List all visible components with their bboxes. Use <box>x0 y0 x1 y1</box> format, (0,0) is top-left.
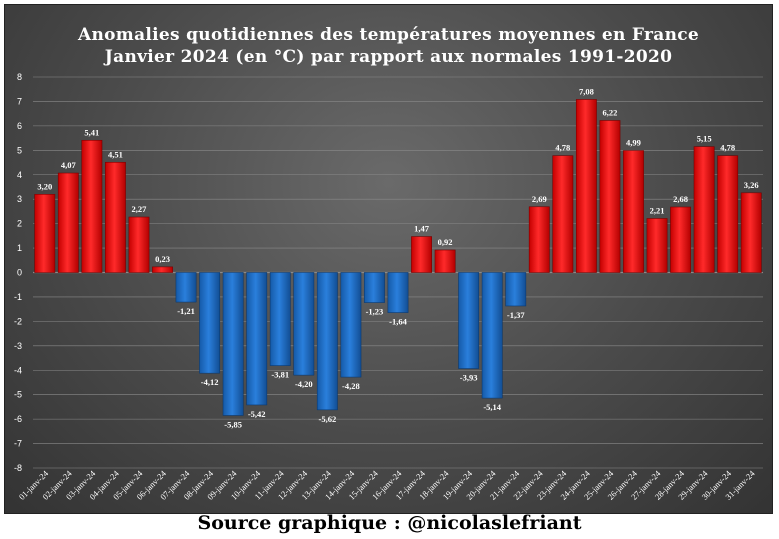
y-tick-label: 8 <box>17 72 22 82</box>
bar <box>246 272 268 406</box>
y-tick-label: 1 <box>17 243 22 253</box>
bar <box>57 172 79 273</box>
y-tick-label: 4 <box>17 170 22 180</box>
data-label: -1,37 <box>507 310 525 320</box>
y-tick-label: -7 <box>14 439 22 449</box>
y-tick-label: -8 <box>14 463 22 473</box>
bars <box>34 99 762 416</box>
chart-subtitle: Janvier 2024 (en °C) par rapport aux nor… <box>104 47 673 67</box>
data-label: 2,21 <box>650 205 665 215</box>
data-label: -1,23 <box>366 307 384 317</box>
bar <box>222 272 244 416</box>
bar <box>364 272 385 303</box>
chart-title: Anomalies quotidiennes des températures … <box>78 25 699 45</box>
data-label: -4,20 <box>295 379 313 389</box>
y-tick-label: -6 <box>14 414 22 424</box>
bar <box>387 272 409 313</box>
bar <box>693 146 715 273</box>
bar <box>575 99 597 273</box>
data-label: 4,78 <box>555 143 570 153</box>
data-label: -4,12 <box>201 377 219 387</box>
y-tick-label: 6 <box>17 121 22 131</box>
data-label: 0,23 <box>155 254 170 264</box>
data-label: -5,14 <box>483 402 501 412</box>
bar <box>199 272 221 374</box>
bar <box>104 161 126 273</box>
bar <box>505 272 527 307</box>
data-label: 2,69 <box>532 194 547 204</box>
data-label: 3,26 <box>744 180 759 190</box>
bar <box>528 206 550 273</box>
bar <box>81 139 103 273</box>
y-tick-label: 5 <box>17 145 22 155</box>
data-label: -1,64 <box>389 317 407 327</box>
data-label: -5,42 <box>248 409 266 419</box>
bar <box>411 236 432 273</box>
data-label: 4,99 <box>626 138 641 148</box>
bar <box>175 272 197 303</box>
bar <box>646 218 668 273</box>
data-label: 3,20 <box>37 181 52 191</box>
bar <box>34 194 56 273</box>
bar-chart: 8 7 6 5 4 3 2 1 0 -1 -2 -3 -4 -5 -6 -7 -8 3,20 4,07 5,41 4,… <box>14 72 763 502</box>
y-tick-label: -2 <box>14 316 22 326</box>
data-label: -1,21 <box>177 306 195 316</box>
chart-frame: Anomalies quotidiennes des températures … <box>4 4 773 514</box>
bar <box>623 150 644 273</box>
data-label: 4,51 <box>108 149 123 159</box>
y-tick-label: -5 <box>14 390 22 400</box>
x-axis: 01-janv-2402-janv-2403-janv-2404-janv-24… <box>17 468 757 502</box>
bar <box>293 272 315 376</box>
y-tick-label: -3 <box>14 341 22 351</box>
y-tick-label: 0 <box>17 268 22 278</box>
bar <box>128 216 150 273</box>
y-tick-label: 2 <box>17 219 22 229</box>
bar <box>458 272 480 369</box>
data-label: 1,47 <box>414 224 430 234</box>
source-credit: Source graphique : @nicolaslefriant <box>197 512 582 534</box>
bar <box>670 206 692 273</box>
y-axis: 8 7 6 5 4 3 2 1 0 -1 -2 -3 -4 -5 -6 -7 -8 <box>14 72 22 473</box>
bar <box>316 272 338 411</box>
data-label: -3,93 <box>460 373 478 383</box>
y-tick-label: -4 <box>14 365 22 375</box>
bar <box>269 272 291 366</box>
bar <box>552 155 574 273</box>
bar <box>340 272 362 378</box>
data-label: -4,28 <box>342 381 360 391</box>
data-label: 6,22 <box>602 107 617 117</box>
data-label: 0,92 <box>438 237 453 247</box>
data-label: 4,78 <box>720 143 735 153</box>
data-label: -3,81 <box>271 370 289 380</box>
data-label: -5,62 <box>318 414 336 424</box>
data-label: 2,68 <box>673 194 688 204</box>
data-label: 5,15 <box>697 134 712 144</box>
bar <box>740 192 762 273</box>
y-tick-label: 7 <box>17 96 22 106</box>
y-tick-label: 3 <box>17 194 22 204</box>
data-label: 7,08 <box>579 86 594 96</box>
bar <box>717 155 739 273</box>
data-label: 2,27 <box>132 204 148 214</box>
data-label: 5,41 <box>84 127 99 137</box>
bar <box>434 249 456 273</box>
bar <box>481 272 503 399</box>
bar <box>599 120 621 273</box>
data-label: 4,07 <box>61 160 77 170</box>
data-label: -5,85 <box>224 419 242 429</box>
y-tick-label: -1 <box>14 292 22 302</box>
bar <box>152 266 173 273</box>
data-labels: 3,204,075,414,512,270,23-1,21-4,12-5,85-… <box>37 86 758 429</box>
